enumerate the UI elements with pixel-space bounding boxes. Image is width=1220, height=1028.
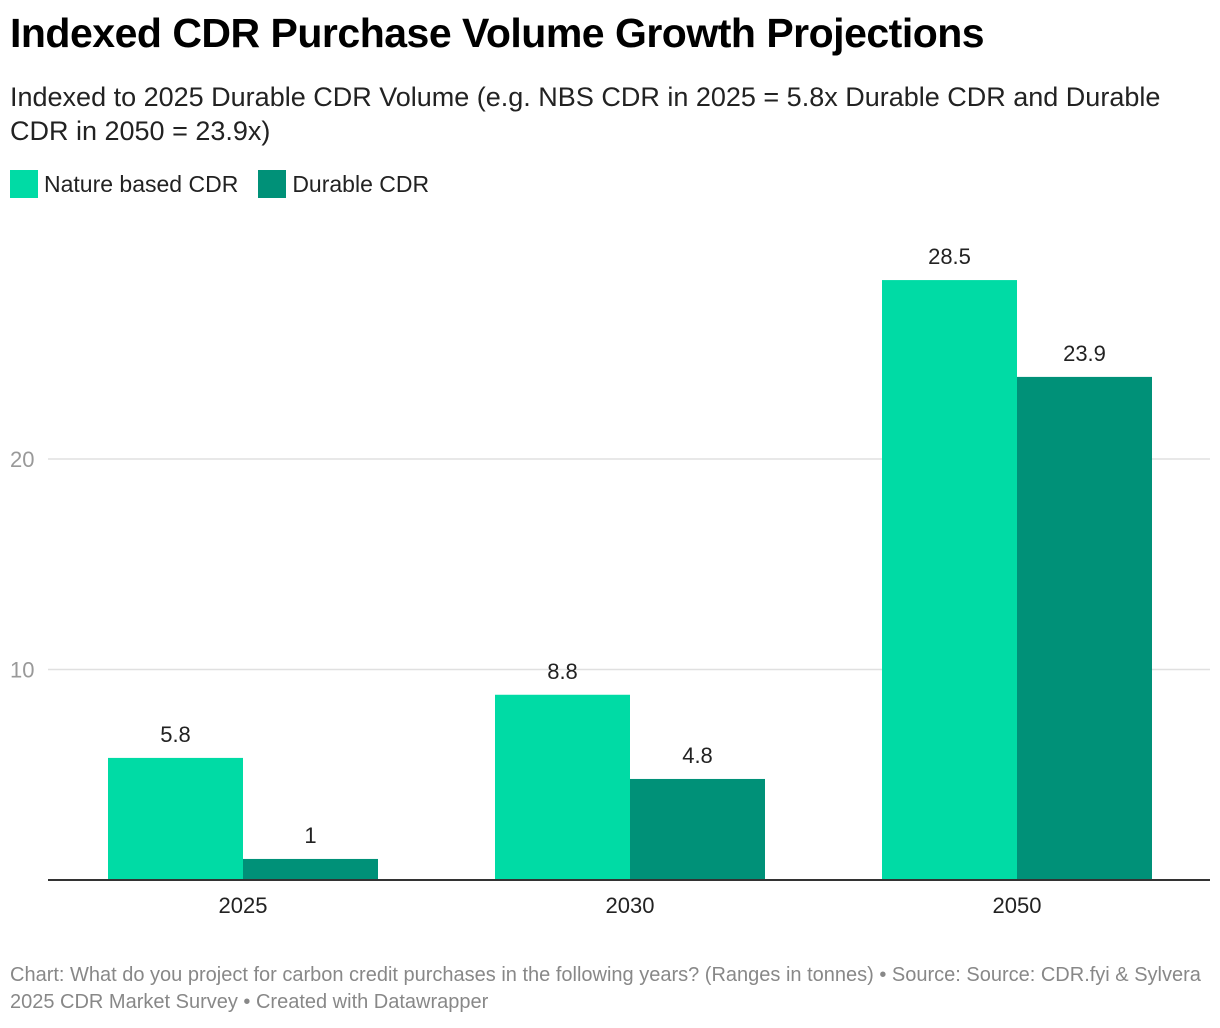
legend: Nature based CDR Durable CDR [10, 170, 449, 198]
legend-item-nature: Nature based CDR [10, 170, 238, 198]
chart-subtitle: Indexed to 2025 Durable CDR Volume (e.g.… [10, 82, 1161, 146]
bar [882, 280, 1017, 880]
bar [243, 858, 378, 880]
bar [108, 757, 243, 880]
bar [495, 694, 630, 880]
legend-swatch-nature [10, 170, 38, 198]
data-label: 8.8 [547, 659, 578, 684]
x-tick-label: 2050 [993, 893, 1042, 918]
data-label: 5.8 [160, 722, 191, 747]
legend-item-durable: Durable CDR [258, 170, 429, 198]
data-label: 1 [304, 823, 316, 848]
y-tick-label: 10 [10, 658, 34, 683]
legend-label-nature: Nature based CDR [44, 170, 239, 197]
x-tick-label: 2030 [606, 893, 655, 918]
chart-title: Indexed CDR Purchase Volume Growth Proje… [10, 10, 985, 56]
data-label: 23.9 [1063, 341, 1106, 366]
legend-label-durable: Durable CDR [292, 170, 430, 197]
chart-footer: Chart: What do you project for carbon cr… [10, 964, 1201, 1013]
y-tick-label: 20 [10, 447, 34, 472]
legend-swatch-durable [258, 170, 287, 198]
data-label: 4.8 [682, 743, 713, 768]
x-tick-label: 2025 [219, 893, 268, 918]
bar [630, 778, 765, 880]
bar [1017, 376, 1152, 880]
data-label: 28.5 [928, 244, 971, 269]
